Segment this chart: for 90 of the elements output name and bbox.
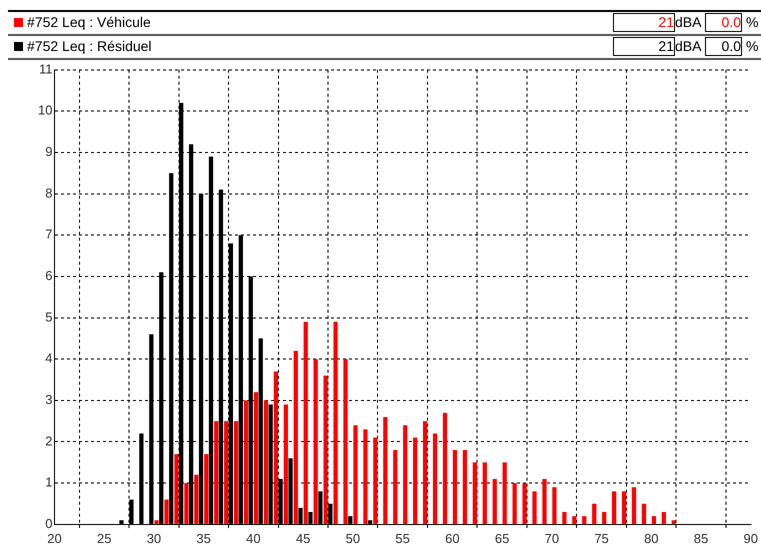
bar xyxy=(612,491,616,524)
bar xyxy=(234,421,238,524)
bar xyxy=(393,450,398,524)
bar xyxy=(462,450,468,524)
x-tick-label: 45 xyxy=(296,530,310,546)
y-tick-label: 3 xyxy=(45,392,52,407)
bar xyxy=(432,433,438,524)
legend-label: #752 Leq : Résiduel xyxy=(27,38,152,54)
x-tick-label: 85 xyxy=(694,530,708,546)
y-tick-label: 2 xyxy=(45,433,52,448)
text: dBA xyxy=(675,38,702,54)
text: 21 xyxy=(613,37,675,56)
text: 0.0 xyxy=(705,13,742,32)
y-tick-label: 1 xyxy=(45,474,52,490)
bar xyxy=(383,416,388,524)
bar xyxy=(214,421,218,524)
bar xyxy=(294,350,298,524)
x-tick-label: 35 xyxy=(196,530,211,546)
bar xyxy=(353,425,358,524)
bar xyxy=(264,400,268,524)
y-tick-label: 6 xyxy=(45,268,52,284)
x-tick-label: 75 xyxy=(594,530,609,546)
bar xyxy=(403,425,408,524)
text: dBA xyxy=(675,14,702,30)
bar xyxy=(492,478,497,524)
bar xyxy=(672,520,676,524)
text: % xyxy=(746,38,758,54)
bar xyxy=(622,491,626,524)
bar xyxy=(274,371,278,524)
x-tick-label: 30 xyxy=(146,530,162,546)
y-tick-label: 4 xyxy=(45,350,52,366)
bar xyxy=(422,421,428,524)
y-tick-label: 0 xyxy=(45,516,52,531)
bar xyxy=(522,483,527,524)
bar xyxy=(224,421,228,524)
bar xyxy=(194,474,198,524)
bar xyxy=(333,322,338,524)
x-tick-label: 65 xyxy=(494,530,510,546)
bar xyxy=(542,478,547,524)
bar xyxy=(602,512,606,524)
bar xyxy=(572,516,576,524)
y-tick-label: 7 xyxy=(45,226,52,242)
bar xyxy=(502,462,507,524)
bar xyxy=(632,487,636,524)
bar xyxy=(512,483,517,524)
bar xyxy=(413,438,418,524)
x-tick-label: 50 xyxy=(346,530,360,546)
bar xyxy=(373,438,378,524)
x-tick-label: 80 xyxy=(644,530,659,546)
text: 0.0 xyxy=(705,37,742,56)
x-tick-label: 55 xyxy=(395,530,410,546)
x-tick-label: 40 xyxy=(246,530,261,546)
bar xyxy=(452,450,458,524)
x-tick-label: 25 xyxy=(96,530,112,546)
bar xyxy=(363,429,368,524)
bar xyxy=(204,454,208,524)
x-tick-label: 60 xyxy=(445,530,460,546)
x-tick-label: 20 xyxy=(47,530,62,546)
x-tick-label: 70 xyxy=(544,530,560,546)
bar xyxy=(552,487,557,524)
bar xyxy=(652,516,656,524)
bar xyxy=(472,462,477,524)
bar xyxy=(442,412,448,524)
bar xyxy=(662,512,666,524)
bar xyxy=(244,400,248,524)
bar xyxy=(592,504,596,524)
bar xyxy=(642,504,646,524)
bar xyxy=(154,520,159,524)
bar xyxy=(184,483,189,524)
bar xyxy=(532,491,537,524)
bar xyxy=(284,404,288,524)
bar xyxy=(482,462,487,524)
bar xyxy=(164,500,169,524)
bar xyxy=(304,322,308,524)
text: % xyxy=(746,14,758,30)
y-tick-label: 11 xyxy=(38,61,52,76)
bar xyxy=(324,376,328,524)
y-tick-label: 5 xyxy=(45,309,52,324)
x-tick-label: 90 xyxy=(744,530,758,546)
bar xyxy=(562,512,567,524)
bar xyxy=(254,392,258,524)
bar xyxy=(582,516,586,524)
bar xyxy=(174,454,179,524)
legend-label: #752 Leq : Véhicule xyxy=(27,14,151,30)
bar xyxy=(314,359,318,524)
bar xyxy=(343,359,348,524)
text: 21 xyxy=(613,13,675,32)
y-tick-label: 8 xyxy=(45,185,52,200)
y-tick-label: 9 xyxy=(45,144,52,160)
y-tick-label: 10 xyxy=(38,102,52,118)
